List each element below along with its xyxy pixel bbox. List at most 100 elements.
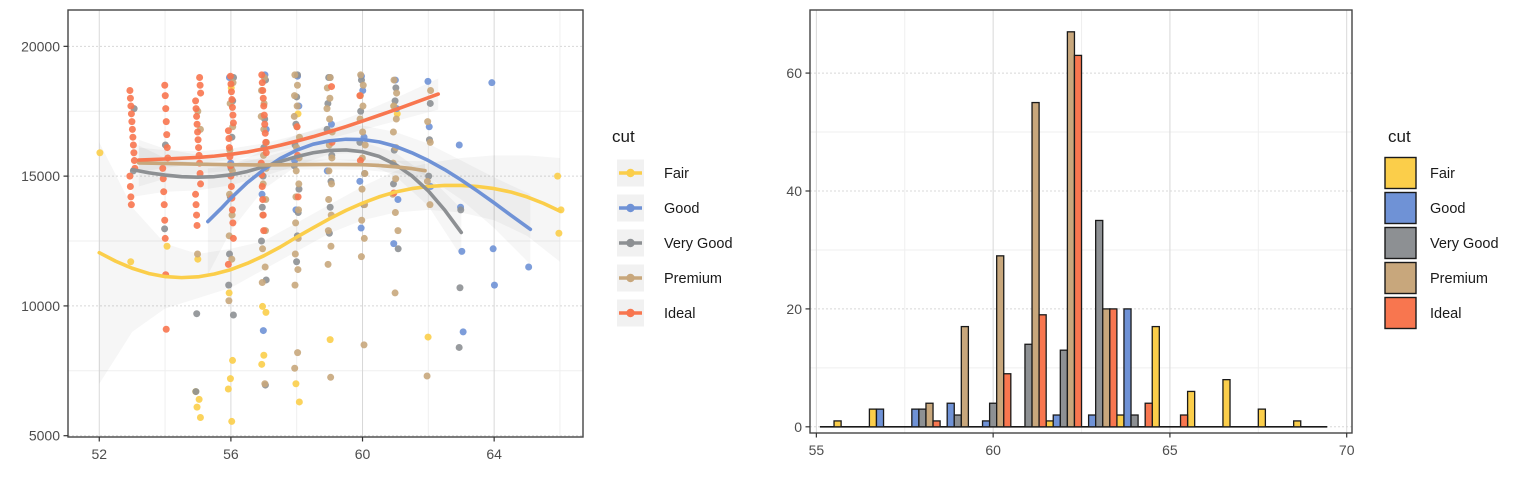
scatter-point <box>258 279 266 287</box>
scatter-point <box>261 120 269 128</box>
scatter-point <box>261 263 269 271</box>
histogram-bar-fair <box>1186 390 1196 428</box>
scatter-point <box>192 105 200 113</box>
histogram-bar-good <box>1123 308 1132 428</box>
histogram-panel: 55 60 65 70 0 20 40 60 <box>786 9 1355 458</box>
legend-title-left: cut <box>612 127 635 146</box>
histogram-bar-very-good <box>1059 349 1069 428</box>
scatter-point <box>126 86 134 94</box>
scatter-point <box>194 255 202 263</box>
legend-key-point <box>626 238 635 248</box>
scatter-point <box>357 253 365 261</box>
scatter-point <box>488 79 496 87</box>
scatter-point <box>358 185 366 193</box>
scatter-point <box>554 172 562 180</box>
scatter-point <box>455 343 463 351</box>
scatter-point <box>130 149 138 157</box>
scatter-point <box>457 206 465 214</box>
scatter-point <box>130 157 138 165</box>
legend-label: Fair <box>664 166 689 182</box>
scatter-point <box>260 102 268 110</box>
legend-label: Very Good <box>664 236 733 252</box>
scatter-point <box>262 308 270 316</box>
scatter-point <box>458 247 466 255</box>
scatter-point <box>127 201 135 209</box>
histogram-bar-fair <box>1257 408 1267 428</box>
scatter-point <box>225 144 233 152</box>
legend-left: Fair Good Very Good Premium Ideal <box>617 159 733 327</box>
scatter-point <box>359 102 367 110</box>
x-tick-label: 70 <box>1339 442 1355 458</box>
scatter-point <box>356 157 364 165</box>
legend-entry-premium: Premium <box>617 264 722 292</box>
x-tick-label: 60 <box>355 446 371 462</box>
scatter-point <box>228 206 236 214</box>
scatter-point <box>195 395 203 403</box>
scatter-point <box>229 356 237 364</box>
smooth-ribbon-good <box>207 125 531 275</box>
histogram-bar-fair <box>1293 420 1302 428</box>
scatter-point <box>357 71 365 79</box>
scatter-point <box>424 333 432 341</box>
scatter-point <box>324 227 332 235</box>
scatter-point <box>423 372 431 380</box>
scatter-point <box>262 149 270 157</box>
scatter-point <box>229 234 237 242</box>
scatter-point <box>427 86 435 94</box>
scatter-point <box>259 211 267 219</box>
scatter-point <box>358 216 366 224</box>
legend-title-right: cut <box>1388 127 1411 146</box>
histogram-bar-good <box>911 408 920 428</box>
legend-label: Good <box>1430 201 1465 217</box>
scatter-point <box>389 128 397 136</box>
scatter-point <box>394 227 402 235</box>
legend-label: Ideal <box>1430 306 1461 322</box>
scatter-point <box>357 224 365 232</box>
scatter-point <box>259 195 267 203</box>
scatter-point <box>229 119 237 127</box>
scatter-point <box>259 86 267 94</box>
scatter-point <box>260 227 268 235</box>
scatter-point <box>228 255 236 263</box>
legend-entry-good: Good <box>617 194 699 222</box>
scatter-point <box>260 351 268 359</box>
scatter-point <box>294 193 302 201</box>
scatter-point <box>291 92 299 100</box>
scatter-point <box>228 103 236 111</box>
legend-entry-ideal: Ideal <box>617 299 695 327</box>
smooth-line-good <box>206 137 533 232</box>
y-tick-label: 10000 <box>21 298 60 314</box>
scatter-point <box>489 245 497 253</box>
scatter-point <box>127 258 135 266</box>
smooth-line-very-good <box>130 148 464 235</box>
histogram-bar-very-good <box>953 414 962 428</box>
scatter-point <box>261 380 269 388</box>
scatter-point <box>393 110 401 118</box>
scatter-point <box>161 234 169 242</box>
histogram-bar-ideal <box>1109 308 1118 428</box>
legend-key-point <box>626 308 635 318</box>
scatter-point <box>127 110 135 118</box>
scatter-point <box>455 141 463 149</box>
histogram-bar-good <box>1052 414 1061 428</box>
scatter-point <box>359 86 367 94</box>
scatter-point <box>291 71 299 79</box>
histogram-bar-ideal <box>1179 414 1189 428</box>
scatter-point <box>324 260 332 268</box>
smooth-ribbon-fair <box>99 142 560 384</box>
x-tick-label: 52 <box>91 446 107 462</box>
scatter-point <box>126 172 134 180</box>
scatter-point <box>258 183 266 191</box>
scatter-point <box>228 96 236 104</box>
scatter-point <box>226 72 234 80</box>
scatter-point <box>392 175 400 183</box>
scatter-point <box>128 118 136 126</box>
legend-key-point <box>626 203 635 213</box>
histogram-bar-fair <box>833 420 842 428</box>
scatter-point <box>159 164 167 172</box>
histogram-bar-fair <box>1151 325 1160 428</box>
scatter-point <box>193 112 201 120</box>
histogram-bar-good <box>946 402 955 428</box>
histogram-bar-ideal <box>932 420 941 428</box>
